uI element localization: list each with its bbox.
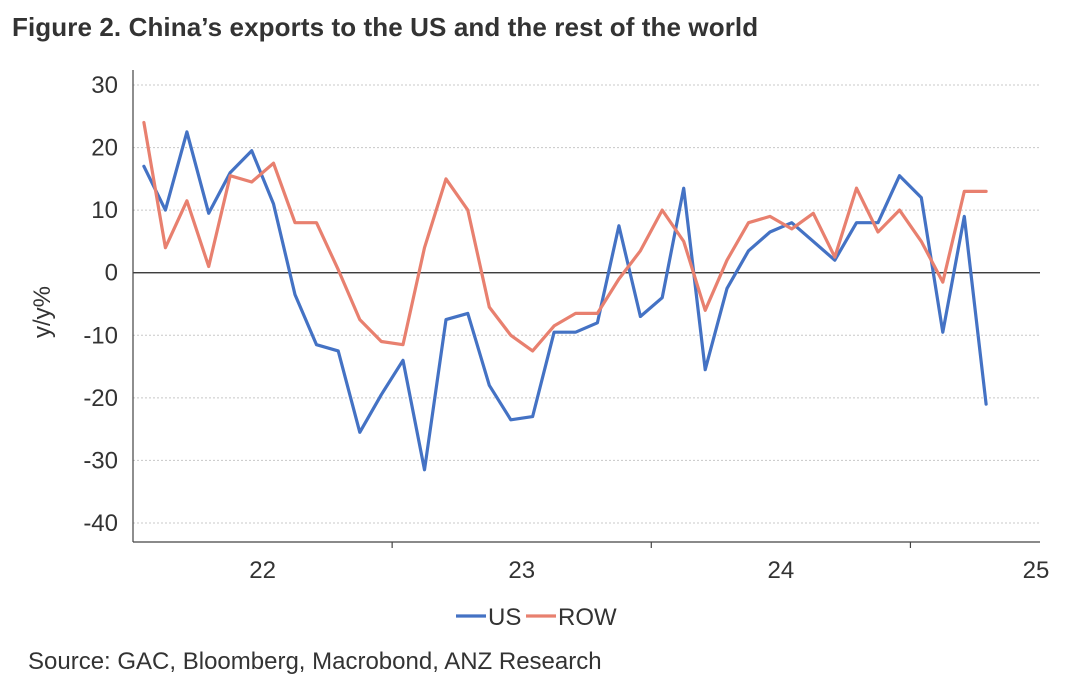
y-tick-label: -30 (83, 447, 118, 474)
y-axis-title: y/y% (29, 286, 56, 338)
series-line-row (142, 120, 988, 353)
x-tick-label: 23 (508, 557, 535, 584)
legend-label-us: US (488, 604, 521, 631)
y-tick-label: 10 (91, 197, 118, 224)
series-line-us (142, 130, 988, 472)
x-tick-label: 25 (1023, 557, 1050, 584)
y-tick-label: -40 (83, 510, 118, 537)
y-tick-label: 20 (91, 135, 118, 162)
source-note: Source: GAC, Bloomberg, Macrobond, ANZ R… (28, 648, 602, 675)
x-tick-label: 22 (249, 557, 276, 584)
y-tick-label: -20 (83, 385, 118, 412)
y-tick-label: 30 (91, 72, 118, 99)
y-tick-label: 0 (105, 260, 118, 287)
chart-title: Figure 2. China’s exports to the US and … (12, 12, 759, 42)
y-tick-label: -10 (83, 322, 118, 349)
x-tick-label: 24 (768, 557, 795, 584)
legend-label-row: ROW (558, 604, 617, 631)
